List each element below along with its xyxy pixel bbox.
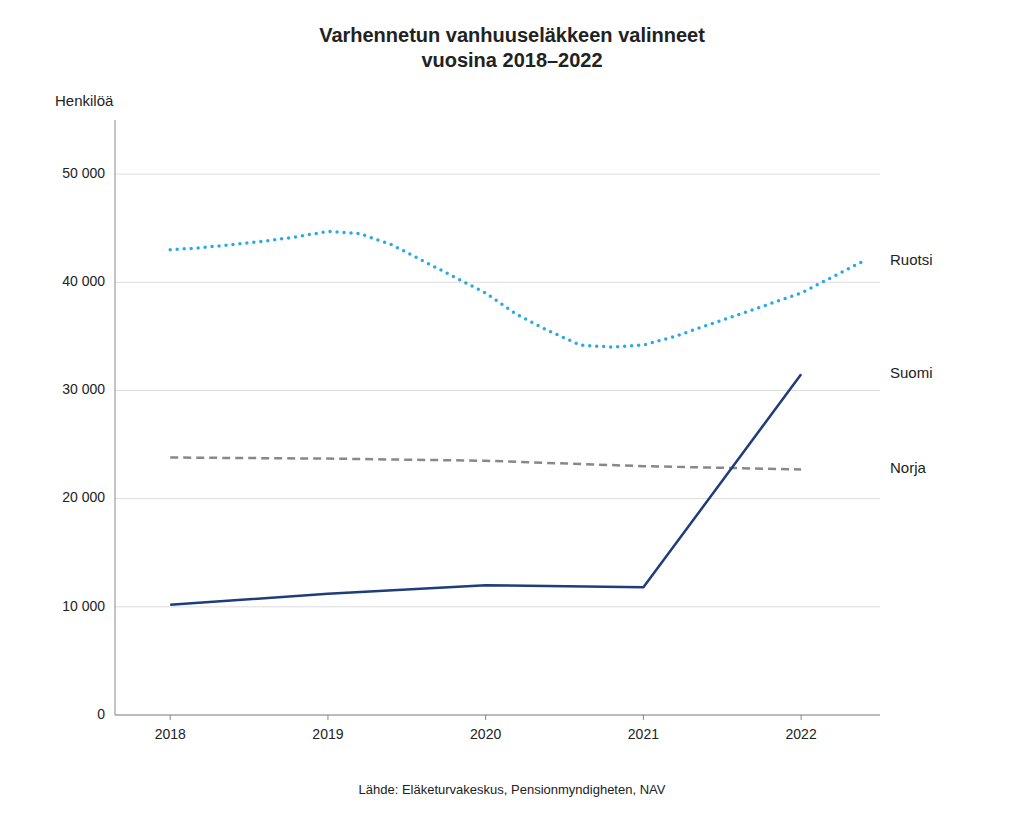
x-tick-label: 2018 bbox=[155, 726, 186, 742]
y-tick-label: 50 000 bbox=[62, 165, 105, 181]
chart-svg: Varhennetun vanhuuseläkkeen valinneetvuo… bbox=[0, 0, 1024, 816]
y-axis-line bbox=[115, 120, 116, 715]
series-label: Ruotsi bbox=[890, 251, 933, 268]
x-tick-label: 2020 bbox=[470, 726, 501, 742]
series-line bbox=[170, 231, 864, 347]
x-axis-line bbox=[115, 715, 880, 716]
series-group bbox=[170, 231, 864, 604]
chart-container: Varhennetun vanhuuseläkkeen valinneetvuo… bbox=[0, 0, 1024, 816]
grid-line bbox=[115, 174, 880, 175]
source: Lähde: Eläketurvakeskus, Pensionmyndighe… bbox=[359, 782, 666, 797]
background bbox=[0, 0, 1024, 816]
grid-line bbox=[115, 390, 880, 391]
x-tick-label: 2021 bbox=[628, 726, 659, 742]
x-tick bbox=[170, 715, 171, 720]
x-tick bbox=[327, 715, 328, 720]
series-line bbox=[170, 374, 801, 604]
y-tick-label: 30 000 bbox=[62, 381, 105, 397]
x-tick-label: 2022 bbox=[786, 726, 817, 742]
series-line bbox=[170, 458, 801, 470]
x-tick-label: 2019 bbox=[312, 726, 343, 742]
grid-line bbox=[115, 498, 880, 499]
y-tick-label: 0 bbox=[97, 706, 105, 722]
y-tick-label: 40 000 bbox=[62, 273, 105, 289]
grid-line bbox=[115, 282, 880, 283]
series-label: Norja bbox=[890, 459, 927, 476]
x-tick bbox=[485, 715, 486, 720]
y-tick-label: 20 000 bbox=[62, 489, 105, 505]
grid bbox=[115, 174, 880, 715]
y-axis-label: Henkilöä bbox=[55, 92, 114, 109]
x-tick bbox=[643, 715, 644, 720]
series-label: Suomi bbox=[890, 364, 933, 381]
y-tick-label: 10 000 bbox=[62, 598, 105, 614]
title: Varhennetun vanhuuseläkkeen valinneetvuo… bbox=[319, 24, 705, 71]
grid-line bbox=[115, 715, 880, 716]
grid-line bbox=[115, 606, 880, 607]
x-tick bbox=[801, 715, 802, 720]
